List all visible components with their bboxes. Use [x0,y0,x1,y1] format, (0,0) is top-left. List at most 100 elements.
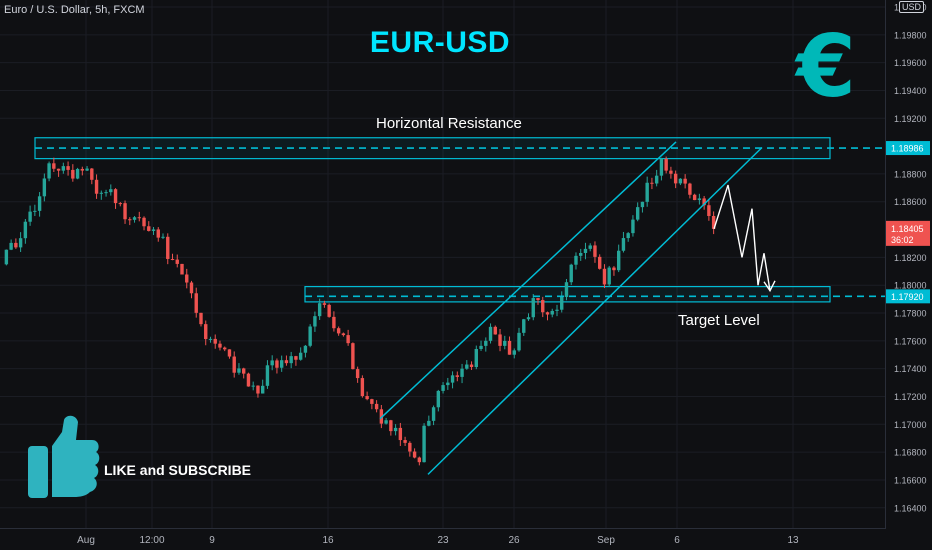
candle-body [47,163,51,179]
candle-body [579,252,583,256]
symbol-description[interactable]: Euro / U.S. Dollar, 5h, FXCM [4,4,145,16]
candle-body [412,451,417,458]
candle-body [308,326,312,346]
candle-body [142,217,146,227]
cta-label: LIKE and SUBSCRIBE [104,462,252,478]
candle-body [650,182,654,184]
candle-body [673,173,678,184]
candle-body [460,368,464,377]
candle-body [408,442,412,452]
candle-body [260,385,265,394]
euro-icon: € [794,17,856,117]
candle-body [161,236,165,238]
candle-body [109,189,113,193]
candle-body [431,407,436,421]
candle-body [128,219,132,221]
candle-body [147,226,151,231]
candle-body [279,360,284,368]
candle-body [104,192,108,194]
candle-body [541,300,545,313]
candle-body [223,347,227,350]
candle-body [436,390,441,408]
candle-body [66,166,70,170]
candle-body [493,326,497,335]
target-price-badge: 1.17920 [891,292,924,302]
candle-body [71,169,75,179]
candle-body [232,356,236,373]
candle-body [389,420,393,432]
candle-body [346,335,350,344]
candle-body [560,296,564,310]
y-tick-label: 1.18200 [894,253,927,263]
candle-body [317,303,322,317]
thumbs-up-icon [52,415,100,497]
candle-body [507,340,512,355]
candle-body [374,403,379,410]
candle-body [294,356,298,360]
candle-body [351,343,355,370]
candle-body [588,245,592,249]
candle-body [166,236,170,259]
y-tick-label: 1.18800 [894,169,927,179]
candle-body [654,175,659,184]
candle-body [678,178,683,184]
candle-body [256,385,260,394]
candle-body [469,364,474,368]
candle-body [61,166,66,171]
candle-body [450,375,455,383]
candle-body [303,345,308,353]
y-tick-label: 1.18000 [894,281,927,291]
candle-body [631,219,635,234]
resistance-price-badge: 1.18986 [891,144,924,154]
candle-body [465,364,469,369]
candle-body [455,375,460,377]
candle-body [213,338,217,344]
y-tick-label: 1.17200 [894,392,927,402]
candle-body [669,170,673,174]
dashed-levels [35,147,885,298]
candle-body [574,255,578,265]
target-price-badge-bg [886,289,930,304]
y-tick-label: 1.17400 [894,364,927,374]
candle-body [517,332,521,351]
candle-body [28,211,32,222]
candle-body [94,179,99,194]
candle-body [336,328,341,334]
candle-body [123,203,127,220]
candle-body [403,440,407,443]
candlestick-series [4,156,716,466]
candle-body [711,215,716,229]
candle-body [564,282,569,297]
candle-body [237,368,241,373]
candle-body [484,340,488,346]
candle-body [113,189,118,204]
y-tick-label: 1.19600 [894,58,927,68]
candle-body [446,382,450,386]
candle-body [583,248,588,253]
candle-body [42,178,47,197]
candle-body [251,385,255,387]
decorations: € [28,17,856,498]
candle-body [56,168,61,171]
candle-body [360,378,365,397]
candle-body [218,343,222,348]
candle-body [422,425,426,463]
trend-channel [379,141,776,475]
candle-body [132,217,137,220]
candle-body [616,250,621,271]
candle-body [498,334,502,346]
candle-body [90,168,94,180]
candle-body [327,304,331,317]
candle-body [85,168,89,171]
candle-body [246,373,251,387]
projection-arrowhead [763,280,776,293]
candle-body [365,396,369,400]
candle-body [545,312,550,315]
candle-body [707,205,711,216]
candle-body [702,198,706,206]
currency-badge[interactable]: USD [898,1,924,13]
candle-body [185,274,189,283]
candle-body [692,194,697,201]
